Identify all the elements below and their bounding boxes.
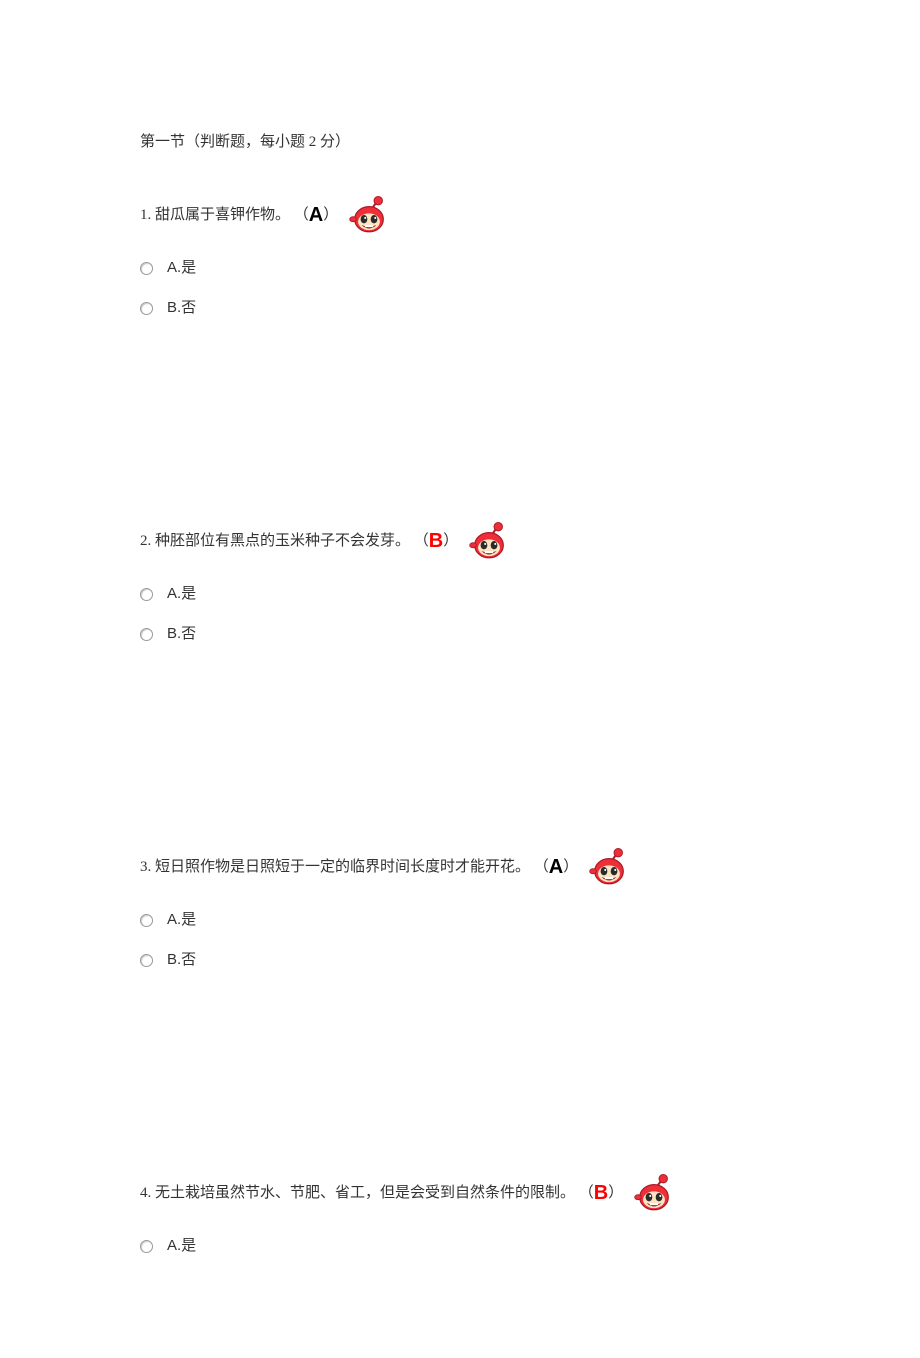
radio-button[interactable] (140, 954, 153, 967)
answer-letter: B (429, 525, 443, 557)
question-text: 3. 短日照作物是日照短于一定的临界时间长度时才能开花。 （A） (140, 846, 780, 888)
radio-button[interactable] (140, 588, 153, 601)
option-row: A.是 (140, 256, 780, 280)
question-stem: 1. 甜瓜属于喜钾作物。 (140, 203, 294, 227)
smiley-emoji-icon (588, 846, 630, 888)
open-paren: （ (414, 529, 429, 553)
option-label: B.否 (167, 296, 196, 320)
option-row: A.是 (140, 1234, 780, 1258)
smiley-emoji-icon (468, 520, 510, 562)
close-paren: ） (608, 1181, 623, 1205)
question-block: 4. 无土栽培虽然节水、节肥、省工，但是会受到自然条件的限制。 （B） A.是 (140, 1172, 780, 1258)
smiley-emoji-icon (633, 1172, 675, 1214)
radio-button[interactable] (140, 628, 153, 641)
radio-button[interactable] (140, 914, 153, 927)
open-paren: （ (579, 1181, 594, 1205)
option-row: A.是 (140, 908, 780, 932)
option-label: B.否 (167, 622, 196, 646)
close-paren: ） (323, 203, 338, 227)
question-block: 1. 甜瓜属于喜钾作物。 （A） A.是 B.否 (140, 194, 780, 320)
option-label: A.是 (167, 1234, 196, 1258)
option-label: A.是 (167, 582, 196, 606)
open-paren: （ (534, 855, 549, 879)
question-block: 3. 短日照作物是日照短于一定的临界时间长度时才能开花。 （A） A.是 B.否 (140, 846, 780, 972)
emoji-icon (348, 194, 390, 236)
radio-button[interactable] (140, 262, 153, 275)
question-stem: 2. 种胚部位有黑点的玉米种子不会发芽。 (140, 529, 414, 553)
option-row: B.否 (140, 296, 780, 320)
option-label: A.是 (167, 256, 196, 280)
option-row: B.否 (140, 948, 780, 972)
emoji-icon (588, 846, 630, 888)
question-text: 4. 无土栽培虽然节水、节肥、省工，但是会受到自然条件的限制。 （B） (140, 1172, 780, 1214)
answer-letter: B (594, 1177, 608, 1209)
smiley-emoji-icon (348, 194, 390, 236)
radio-button[interactable] (140, 1240, 153, 1253)
close-paren: ） (443, 529, 458, 553)
option-row: A.是 (140, 582, 780, 606)
section-title: 第一节（判断题，每小题 2 分） (140, 130, 780, 154)
emoji-icon (468, 520, 510, 562)
close-paren: ） (563, 855, 578, 879)
answer-letter: A (549, 851, 563, 883)
open-paren: （ (294, 203, 309, 227)
emoji-icon (633, 1172, 675, 1214)
option-label: A.是 (167, 908, 196, 932)
radio-button[interactable] (140, 302, 153, 315)
question-stem: 3. 短日照作物是日照短于一定的临界时间长度时才能开花。 (140, 855, 534, 879)
question-text: 1. 甜瓜属于喜钾作物。 （A） (140, 194, 780, 236)
option-label: B.否 (167, 948, 196, 972)
answer-letter: A (309, 199, 323, 231)
question-text: 2. 种胚部位有黑点的玉米种子不会发芽。 （B） (140, 520, 780, 562)
option-row: B.否 (140, 622, 780, 646)
question-block: 2. 种胚部位有黑点的玉米种子不会发芽。 （B） A.是 B.否 (140, 520, 780, 646)
question-stem: 4. 无土栽培虽然节水、节肥、省工，但是会受到自然条件的限制。 (140, 1181, 579, 1205)
